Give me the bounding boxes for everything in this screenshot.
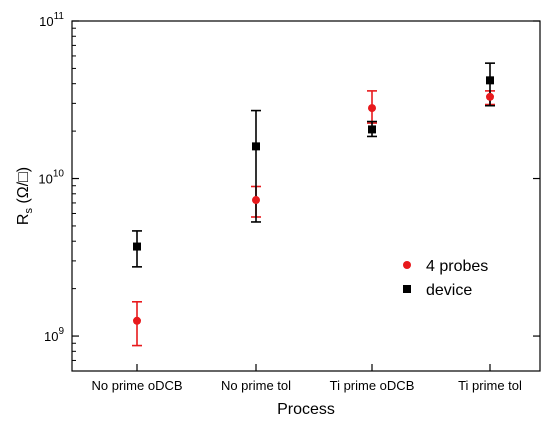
data-point-device [486, 76, 494, 85]
legend-label-device: device [426, 282, 472, 299]
y-axis-title-unit: (Ω/□) [15, 167, 32, 208]
plot-frame [71, 20, 541, 372]
x-tick-label: No prime tol [221, 378, 291, 393]
data-point-device [252, 142, 260, 151]
y-tick-mantissa: 10 [39, 14, 53, 29]
x-tick-label: Ti prime oDCB [330, 378, 415, 393]
x-axis-title: Process [277, 401, 335, 418]
data-point-4-probes [133, 316, 141, 325]
y-axis-title-sub: s [23, 208, 35, 214]
y-axis-title-main: R [15, 214, 32, 226]
y-tick-label: 109 [44, 326, 64, 344]
y-tick-exponent: 10 [53, 169, 65, 180]
y-axis-title: Rs (Ω/□) [15, 167, 35, 225]
y-tick-mantissa: 10 [38, 172, 52, 187]
legend-label-4-probes: 4 probes [426, 258, 488, 275]
y-tick-mantissa: 10 [44, 329, 58, 344]
y-tick-exponent: 11 [54, 11, 65, 22]
y-tick-exponent: 9 [58, 326, 64, 337]
legend-marker-4-probes [403, 261, 411, 269]
y-tick-label: 1010 [38, 169, 64, 187]
x-tick-label: Ti prime tol [458, 378, 522, 393]
data-point-4-probes [368, 104, 376, 113]
data-point-4-probes [486, 92, 494, 101]
data-marks [132, 62, 495, 347]
data-point-device [368, 125, 376, 134]
x-tick-label: No prime oDCB [91, 378, 182, 393]
x-axis-ticks: No prime oDCB No prime tol Ti prime oDCB Ti… [91, 364, 522, 393]
legend-marker-device [403, 285, 411, 293]
legend: 4 probes device [403, 258, 488, 299]
y-tick-label: 1011 [39, 11, 64, 29]
data-point-device [133, 242, 141, 251]
data-point-4-probes [252, 196, 260, 205]
